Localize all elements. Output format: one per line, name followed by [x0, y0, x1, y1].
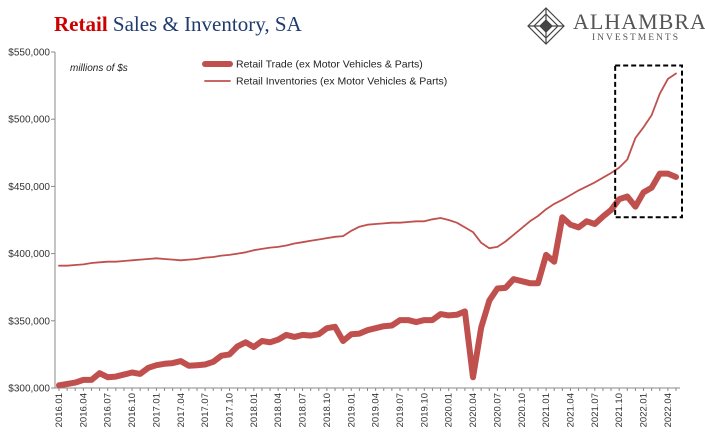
x-tick-label: 2019.04 [371, 393, 382, 427]
company-logo: ALHAMBRA INVESTMENTS [526, 6, 705, 46]
highlight-box [614, 64, 684, 219]
x-tick-label: 2017.10 [224, 393, 235, 427]
x-tick-label: 2022.01 [639, 393, 650, 427]
x-tick-label: 2021.10 [614, 393, 625, 427]
x-tick-label: 2020.07 [492, 393, 503, 427]
chart-title: Retail Sales & Inventory, SA [54, 12, 302, 37]
x-tick-label: 2019.07 [395, 393, 406, 427]
y-tick-label: $450,000 [8, 182, 50, 193]
x-tick-label: 2016.01 [54, 393, 65, 427]
logo-wordmark: ALHAMBRA [573, 9, 705, 34]
x-tick-label: 2020.10 [517, 393, 528, 427]
y-tick-label: $500,000 [8, 115, 50, 126]
x-tick-label: 2016.07 [103, 393, 114, 427]
x-tick-label: 2017.01 [151, 393, 162, 427]
axes: $300,000 $350,000 $400,000 $450,000 $500,000… [8, 48, 680, 427]
y-tick-label: $350,000 [8, 316, 50, 327]
x-tick-label: 2019.01 [346, 393, 357, 427]
logo-subtitle: INVESTMENTS [592, 33, 680, 43]
y-tick-label: $550,000 [8, 48, 50, 59]
y-tick-label: $400,000 [8, 249, 50, 260]
x-tick-label: 2020.04 [468, 393, 479, 427]
units-note: millions of $s [70, 63, 128, 74]
x-tick-label: 2018.10 [322, 393, 333, 427]
y-tick-label: $300,000 [8, 384, 50, 395]
title-rest: Sales & Inventory, SA [107, 12, 302, 36]
x-tick-label: 2016.04 [78, 393, 89, 427]
x-tick-label: 2020.01 [444, 393, 455, 427]
x-tick-label: 2017.07 [200, 393, 211, 427]
x-tick-label: 2018.04 [273, 393, 284, 427]
x-tick-label: 2021.01 [541, 393, 552, 427]
diamond-logo-icon [527, 7, 565, 45]
x-tick-label: 2017.04 [176, 393, 187, 427]
x-tick-label: 2021.07 [590, 393, 601, 427]
series-line-retail-inventories [58, 72, 677, 267]
x-tick-label: 2016.10 [127, 393, 138, 427]
series-layer [56, 72, 679, 389]
legend-label: Retail Trade (ex Motor Vehicles & Parts) [236, 59, 423, 71]
title-accent: Retail [54, 12, 108, 36]
x-tick-label: 2021.04 [565, 393, 576, 427]
x-tick-label: 2019.10 [419, 393, 430, 427]
x-tick-label: 2018.07 [298, 393, 309, 427]
x-tick-label: 2022.04 [663, 393, 674, 427]
series-line-retail-trade [56, 170, 679, 389]
legend: Retail Trade (ex Motor Vehicles & Parts)… [202, 59, 447, 88]
x-tick-label: 2018.01 [249, 393, 260, 427]
annotation-layer [614, 64, 684, 219]
legend-label: Retail Inventories (ex Motor Vehicles & … [236, 76, 447, 88]
